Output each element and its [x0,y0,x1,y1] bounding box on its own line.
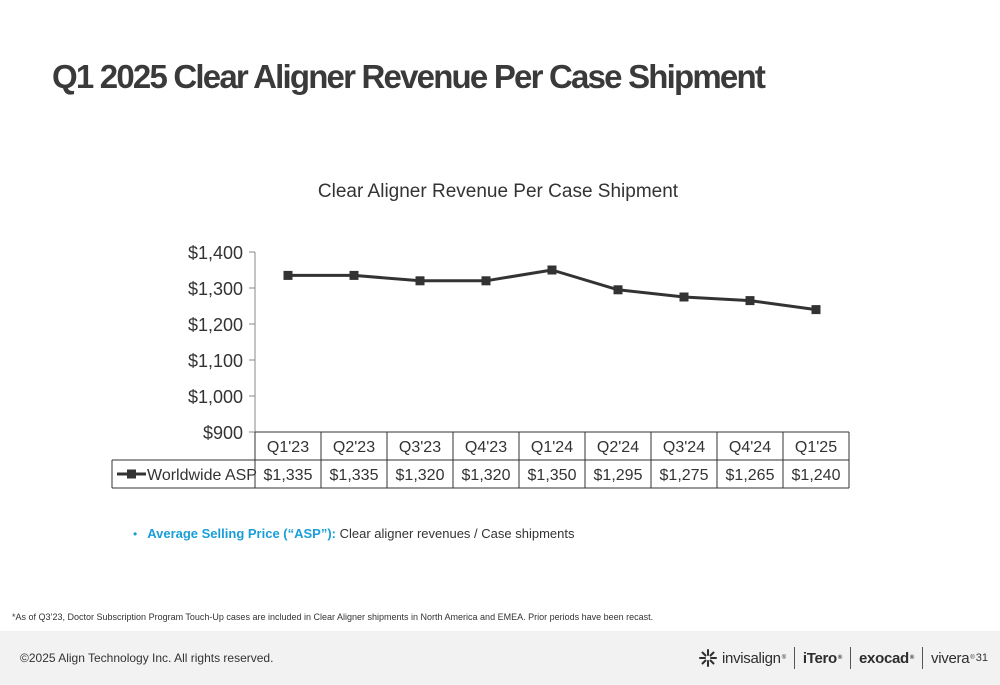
data-table: Q1'23 Q2'23 Q3'23 Q4'23 Q1'24 Q2'24 Q3'24 Q4'24… [111,431,850,489]
data-point-marker [547,265,557,275]
invisalign-star-icon [699,649,717,667]
x-category-label: Q3'24 [663,439,705,456]
brand-invisalign: invisalign ® [698,648,786,668]
brand-vivera: vivera ® [931,649,975,667]
x-category-label: Q1'24 [531,439,573,456]
footer: ©2025 Align Technology Inc. All rights r… [0,631,1000,685]
data-value-label: $1,320 [396,467,445,484]
data-value-label: $1,335 [330,467,379,484]
data-point-marker [613,285,623,295]
page-number: 31 [975,652,988,664]
page-title: Q1 2025 Clear Aligner Revenue Per Case S… [52,58,766,95]
x-category-label: Q4'24 [729,439,771,456]
footnote: *As of Q3’23, Doctor Subscription Progra… [12,612,654,622]
y-tick-label: $1,200 [188,315,243,335]
y-tick-label: $1,300 [188,279,243,299]
asp-term: Average Selling Price (“ASP”): [147,526,337,541]
brand-exocad-label: exocad [859,649,909,667]
brand-exocad: exocad ® [859,649,915,667]
data-value-label: $1,275 [660,467,709,484]
x-category-label: Q1'25 [795,439,837,456]
series-line-worldwide-asp [288,268,817,312]
brand-invisalign-label: invisalign [722,649,781,667]
asp-definition-note: • Average Selling Price (“ASP”): Clear al… [133,526,574,541]
data-value-label: $1,320 [462,467,511,484]
data-point-marker [481,276,491,286]
data-point-marker [811,305,821,315]
copyright-text: ©2025 Align Technology Inc. All rights r… [20,651,274,665]
bullet-icon: • [133,527,138,541]
data-point-marker [283,270,293,280]
data-point-marker [415,276,425,286]
y-axis: $900 $1,000 $1,100 $1,200 $1,300 $1,400 [188,243,256,443]
data-point-marker [349,270,359,280]
y-tick-label: $1,000 [188,387,243,407]
brand-itero: iTero ® [802,649,843,667]
brand-logos: invisalign ® iTero ® exocad ® vivera ® [698,645,975,671]
data-value-label: $1,350 [528,467,577,484]
x-category-label: Q3'23 [399,439,441,456]
series-line-group [283,265,821,315]
y-tick-label: $1,100 [188,351,243,371]
x-category-label: Q1'23 [267,439,309,456]
data-point-marker [679,292,689,302]
x-category-label: Q2'24 [597,439,639,456]
y-tick-label: $1,400 [188,243,243,263]
x-category-label: Q2'23 [333,439,375,456]
asp-definition: Clear aligner revenues / Case shipments [336,526,575,541]
brand-vivera-label: vivera [931,649,970,667]
brand-divider [850,647,852,669]
legend-label: Worldwide ASP [147,467,257,484]
x-category-label: Q4'23 [465,439,507,456]
data-value-label: $1,240 [792,467,841,484]
y-tick-label: $900 [203,423,243,443]
brand-divider [922,647,924,669]
data-value-label: $1,295 [594,467,643,484]
chart-area: Clear Aligner Revenue Per Case Shipment … [0,170,1000,500]
brand-divider [793,647,795,669]
legend-marker-key [127,469,136,479]
brand-itero-label: iTero [802,649,837,667]
data-value-label: $1,265 [726,467,775,484]
data-value-label: $1,335 [264,467,313,484]
data-point-marker [745,296,755,306]
chart-title: Clear Aligner Revenue Per Case Shipment [318,181,679,202]
asp-line-chart: Clear Aligner Revenue Per Case Shipment … [111,181,850,489]
